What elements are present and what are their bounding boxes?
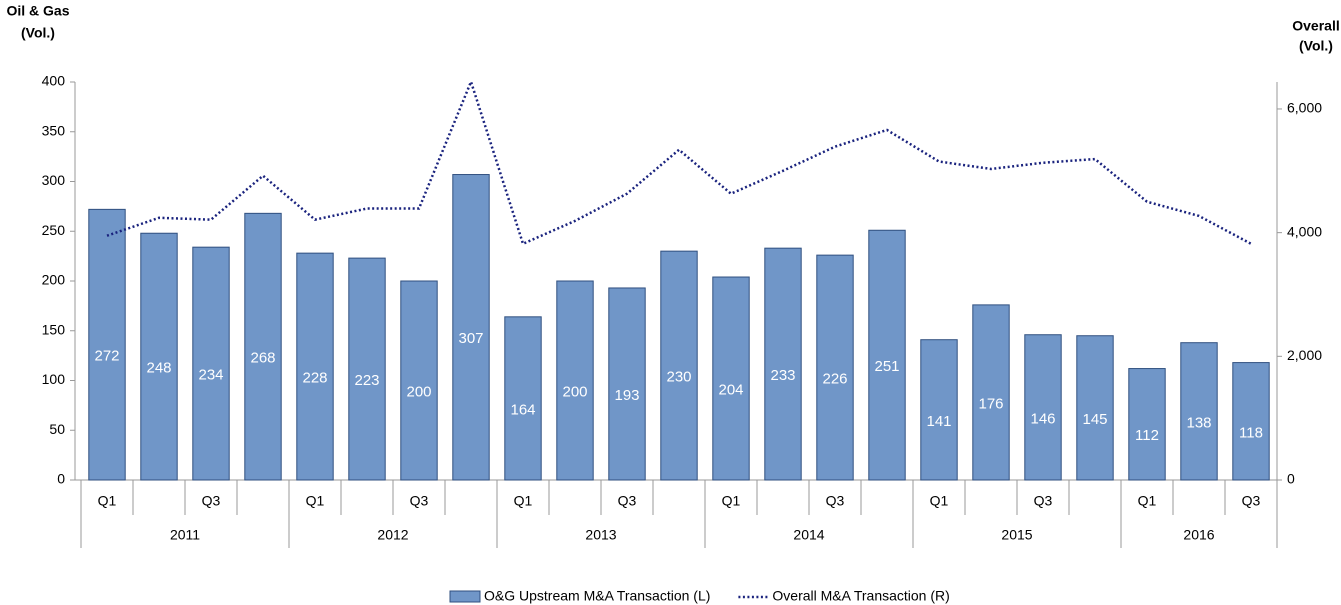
x-tick-label: Q1 (306, 493, 325, 509)
bar (140, 232, 178, 481)
x-tick-label: Q3 (202, 493, 221, 509)
bar-value-label: 204 (718, 381, 743, 398)
bar (920, 339, 958, 481)
bar-value-label: 233 (770, 367, 795, 384)
bar (348, 257, 386, 481)
bar (504, 316, 542, 481)
bar-value-label: 234 (198, 367, 223, 384)
y2-tick-label: 6,000 (1287, 100, 1322, 116)
bar (608, 287, 646, 481)
y-axis-title: (Vol.) (21, 25, 55, 41)
bar (816, 254, 854, 481)
bar-value-label: 230 (666, 369, 691, 386)
y-tick-label: 150 (42, 321, 66, 337)
x-tick-label: Q3 (1034, 493, 1053, 509)
x-tick-label: Q1 (98, 493, 117, 509)
x-tick-label: Q3 (410, 493, 429, 509)
bar (400, 280, 438, 481)
x-group-label: 2015 (1001, 527, 1032, 543)
bar (660, 250, 698, 481)
bar (296, 252, 334, 481)
bar (972, 304, 1010, 481)
x-group-label: 2016 (1183, 527, 1214, 543)
x-tick-label: Q1 (722, 493, 741, 509)
y-tick-label: 350 (42, 122, 66, 138)
bar-value-label: 200 (406, 383, 431, 400)
x-tick-label: Q3 (826, 493, 845, 509)
x-group-label: 2014 (793, 527, 824, 543)
bar-value-label: 193 (614, 387, 639, 404)
bar-value-label: 307 (458, 330, 483, 347)
bar (1024, 334, 1062, 481)
y2-tick-label: 2,000 (1287, 347, 1322, 363)
bar-value-label: 145 (1082, 411, 1107, 428)
bar (556, 280, 594, 481)
bar (244, 212, 282, 481)
y2-axis-title: (Vol.) (1299, 38, 1333, 54)
legend-label: Overall M&A Transaction (R) (772, 588, 949, 604)
x-group-label: 2013 (585, 527, 616, 543)
legend-label: O&G Upstream M&A Transaction (L) (484, 588, 710, 604)
y2-axis-title: Overall (1292, 18, 1339, 34)
x-tick-label: Q1 (514, 493, 533, 509)
bar-value-label: 200 (562, 383, 587, 400)
bar (764, 247, 802, 481)
y-tick-label: 250 (42, 222, 66, 238)
x-tick-label: Q3 (618, 493, 637, 509)
y-tick-label: 0 (57, 471, 65, 487)
y-tick-label: 400 (42, 73, 66, 89)
bar-value-label: 228 (302, 370, 327, 387)
bar-value-label: 112 (1135, 427, 1159, 444)
y-tick-label: 100 (42, 371, 66, 387)
bar (1180, 342, 1218, 481)
x-group-label: 2011 (170, 527, 200, 543)
bar-value-label: 251 (874, 358, 899, 375)
bar-value-label: 138 (1186, 414, 1211, 431)
x-group-label: 2012 (377, 527, 408, 543)
x-tick-label: Q1 (1138, 493, 1157, 509)
legend-swatch (449, 590, 481, 603)
bar (88, 208, 126, 481)
y2-tick-label: 0 (1287, 471, 1295, 487)
y2-tick-label: 4,000 (1287, 223, 1322, 239)
y-tick-label: 200 (42, 272, 66, 288)
bar-value-label: 146 (1030, 410, 1055, 427)
bar-value-label: 118 (1239, 424, 1263, 441)
bar (868, 229, 906, 481)
bar (1232, 362, 1270, 481)
bar-value-label: 226 (822, 371, 847, 388)
bar-value-label: 248 (146, 360, 171, 377)
bar-value-label: 272 (94, 348, 119, 365)
bar-value-label: 268 (250, 350, 275, 367)
bar-value-label: 223 (354, 372, 379, 389)
y-axis-title: Oil & Gas (6, 3, 69, 19)
x-tick-label: Q3 (1242, 493, 1261, 509)
x-tick-label: Q1 (930, 493, 949, 509)
y-tick-label: 50 (49, 421, 65, 437)
bar (192, 246, 230, 481)
bar (452, 174, 490, 481)
bar (1076, 335, 1114, 481)
y-tick-label: 300 (42, 172, 66, 188)
bar-value-label: 176 (978, 395, 1003, 412)
bar-value-label: 141 (926, 413, 951, 430)
bar (712, 276, 750, 481)
bar (1128, 368, 1166, 481)
bar-value-label: 164 (510, 401, 535, 418)
